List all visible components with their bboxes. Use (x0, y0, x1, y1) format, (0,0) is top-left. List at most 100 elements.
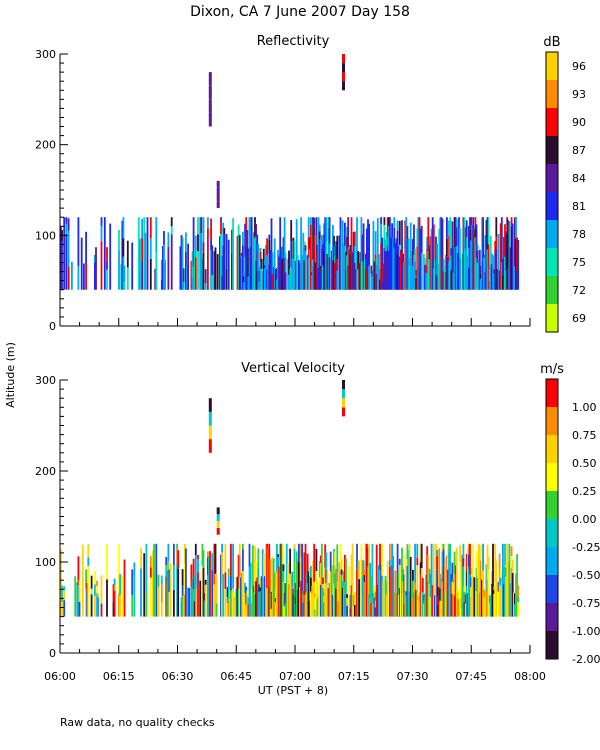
echo-column (391, 245, 393, 290)
echo-column (510, 567, 513, 617)
echo-column (341, 587, 344, 591)
echo-column (285, 575, 288, 617)
echo-column (260, 576, 263, 617)
echo-column (514, 217, 516, 267)
echo-column (183, 563, 186, 595)
colorbar-label: -0.50 (572, 569, 600, 582)
echo-column (284, 252, 287, 257)
echo-column (480, 597, 482, 617)
echo-column (408, 265, 411, 290)
echo-column (244, 257, 246, 290)
x-axis-label: UT (PST + 8) (258, 684, 328, 697)
echo-column (323, 223, 325, 235)
echo-column (226, 587, 229, 598)
echo-column (202, 217, 205, 243)
echo-column (163, 253, 165, 290)
echo-column (277, 557, 279, 569)
echo-column (423, 594, 425, 602)
echo-column (383, 217, 386, 225)
echo-column (94, 269, 96, 290)
echo-column (259, 248, 262, 252)
echo-column (353, 231, 356, 247)
echo-column (202, 550, 205, 568)
colorbar-label: -0.75 (572, 597, 600, 610)
echo-column (414, 261, 416, 290)
echo-column (415, 277, 418, 290)
echo-column (492, 255, 494, 290)
echo-column (348, 566, 351, 617)
echo-column (361, 597, 364, 617)
echo-column (192, 558, 195, 590)
echo-column (186, 269, 188, 272)
echo-column (226, 603, 229, 617)
echo-column (353, 262, 356, 290)
echo-column (495, 248, 498, 290)
echo-column (247, 276, 250, 290)
echo-column (194, 588, 197, 617)
echo-column (325, 569, 328, 584)
echo-column (207, 228, 209, 257)
echo-column (326, 258, 329, 270)
echo-column (319, 266, 322, 268)
y-tick-label: 0 (49, 320, 56, 333)
echo-column (437, 587, 440, 597)
echo-column (328, 606, 331, 617)
isolated-echo (208, 398, 212, 412)
echo-column (277, 249, 279, 254)
echo-column (312, 561, 314, 617)
echo-column (440, 217, 443, 256)
echo-column (418, 606, 421, 617)
echo-column (166, 570, 169, 583)
echo-column (384, 251, 387, 290)
echo-column (204, 584, 207, 593)
echo-column (288, 584, 290, 596)
echo-column (364, 543, 367, 587)
echo-column (302, 602, 305, 617)
echo-column (251, 545, 254, 617)
echo-column (368, 265, 370, 290)
echo-column (262, 553, 265, 578)
echo-column (483, 268, 486, 290)
echo-column (323, 251, 325, 290)
echo-column (269, 249, 272, 270)
echo-column (167, 246, 170, 290)
echo-column (335, 588, 338, 617)
echo-column (503, 566, 505, 584)
echo-column (232, 218, 234, 290)
colorbar-swatch (546, 379, 558, 408)
echo-column (432, 543, 435, 617)
echo-column (376, 574, 379, 585)
echo-column (313, 543, 316, 582)
echo-column (460, 598, 463, 609)
echo-column (201, 565, 204, 617)
echo-column (353, 592, 356, 605)
colorbar-label: 84 (572, 172, 586, 185)
echo-column (126, 240, 129, 259)
echo-column (67, 266, 70, 290)
echo-column (401, 220, 403, 290)
echo-column (90, 575, 93, 589)
echo-column (481, 261, 483, 290)
echo-column (120, 264, 123, 290)
echo-column (185, 244, 187, 252)
echo-column (304, 245, 307, 251)
echo-column (95, 247, 97, 290)
echo-column (361, 576, 364, 598)
echo-column (245, 586, 248, 605)
echo-column (163, 244, 165, 254)
echo-column (477, 267, 480, 290)
echo-column (508, 543, 511, 617)
echo-column (500, 262, 503, 290)
echo-column (349, 594, 352, 609)
echo-column (193, 601, 196, 617)
echo-column (63, 217, 66, 290)
echo-column (246, 601, 249, 617)
echo-column (215, 603, 218, 617)
echo-column (244, 237, 246, 258)
echo-column (371, 276, 374, 290)
echo-column (313, 581, 316, 617)
colorbar-swatch (546, 575, 558, 604)
echo-column (334, 573, 336, 617)
isolated-echo (208, 411, 212, 426)
